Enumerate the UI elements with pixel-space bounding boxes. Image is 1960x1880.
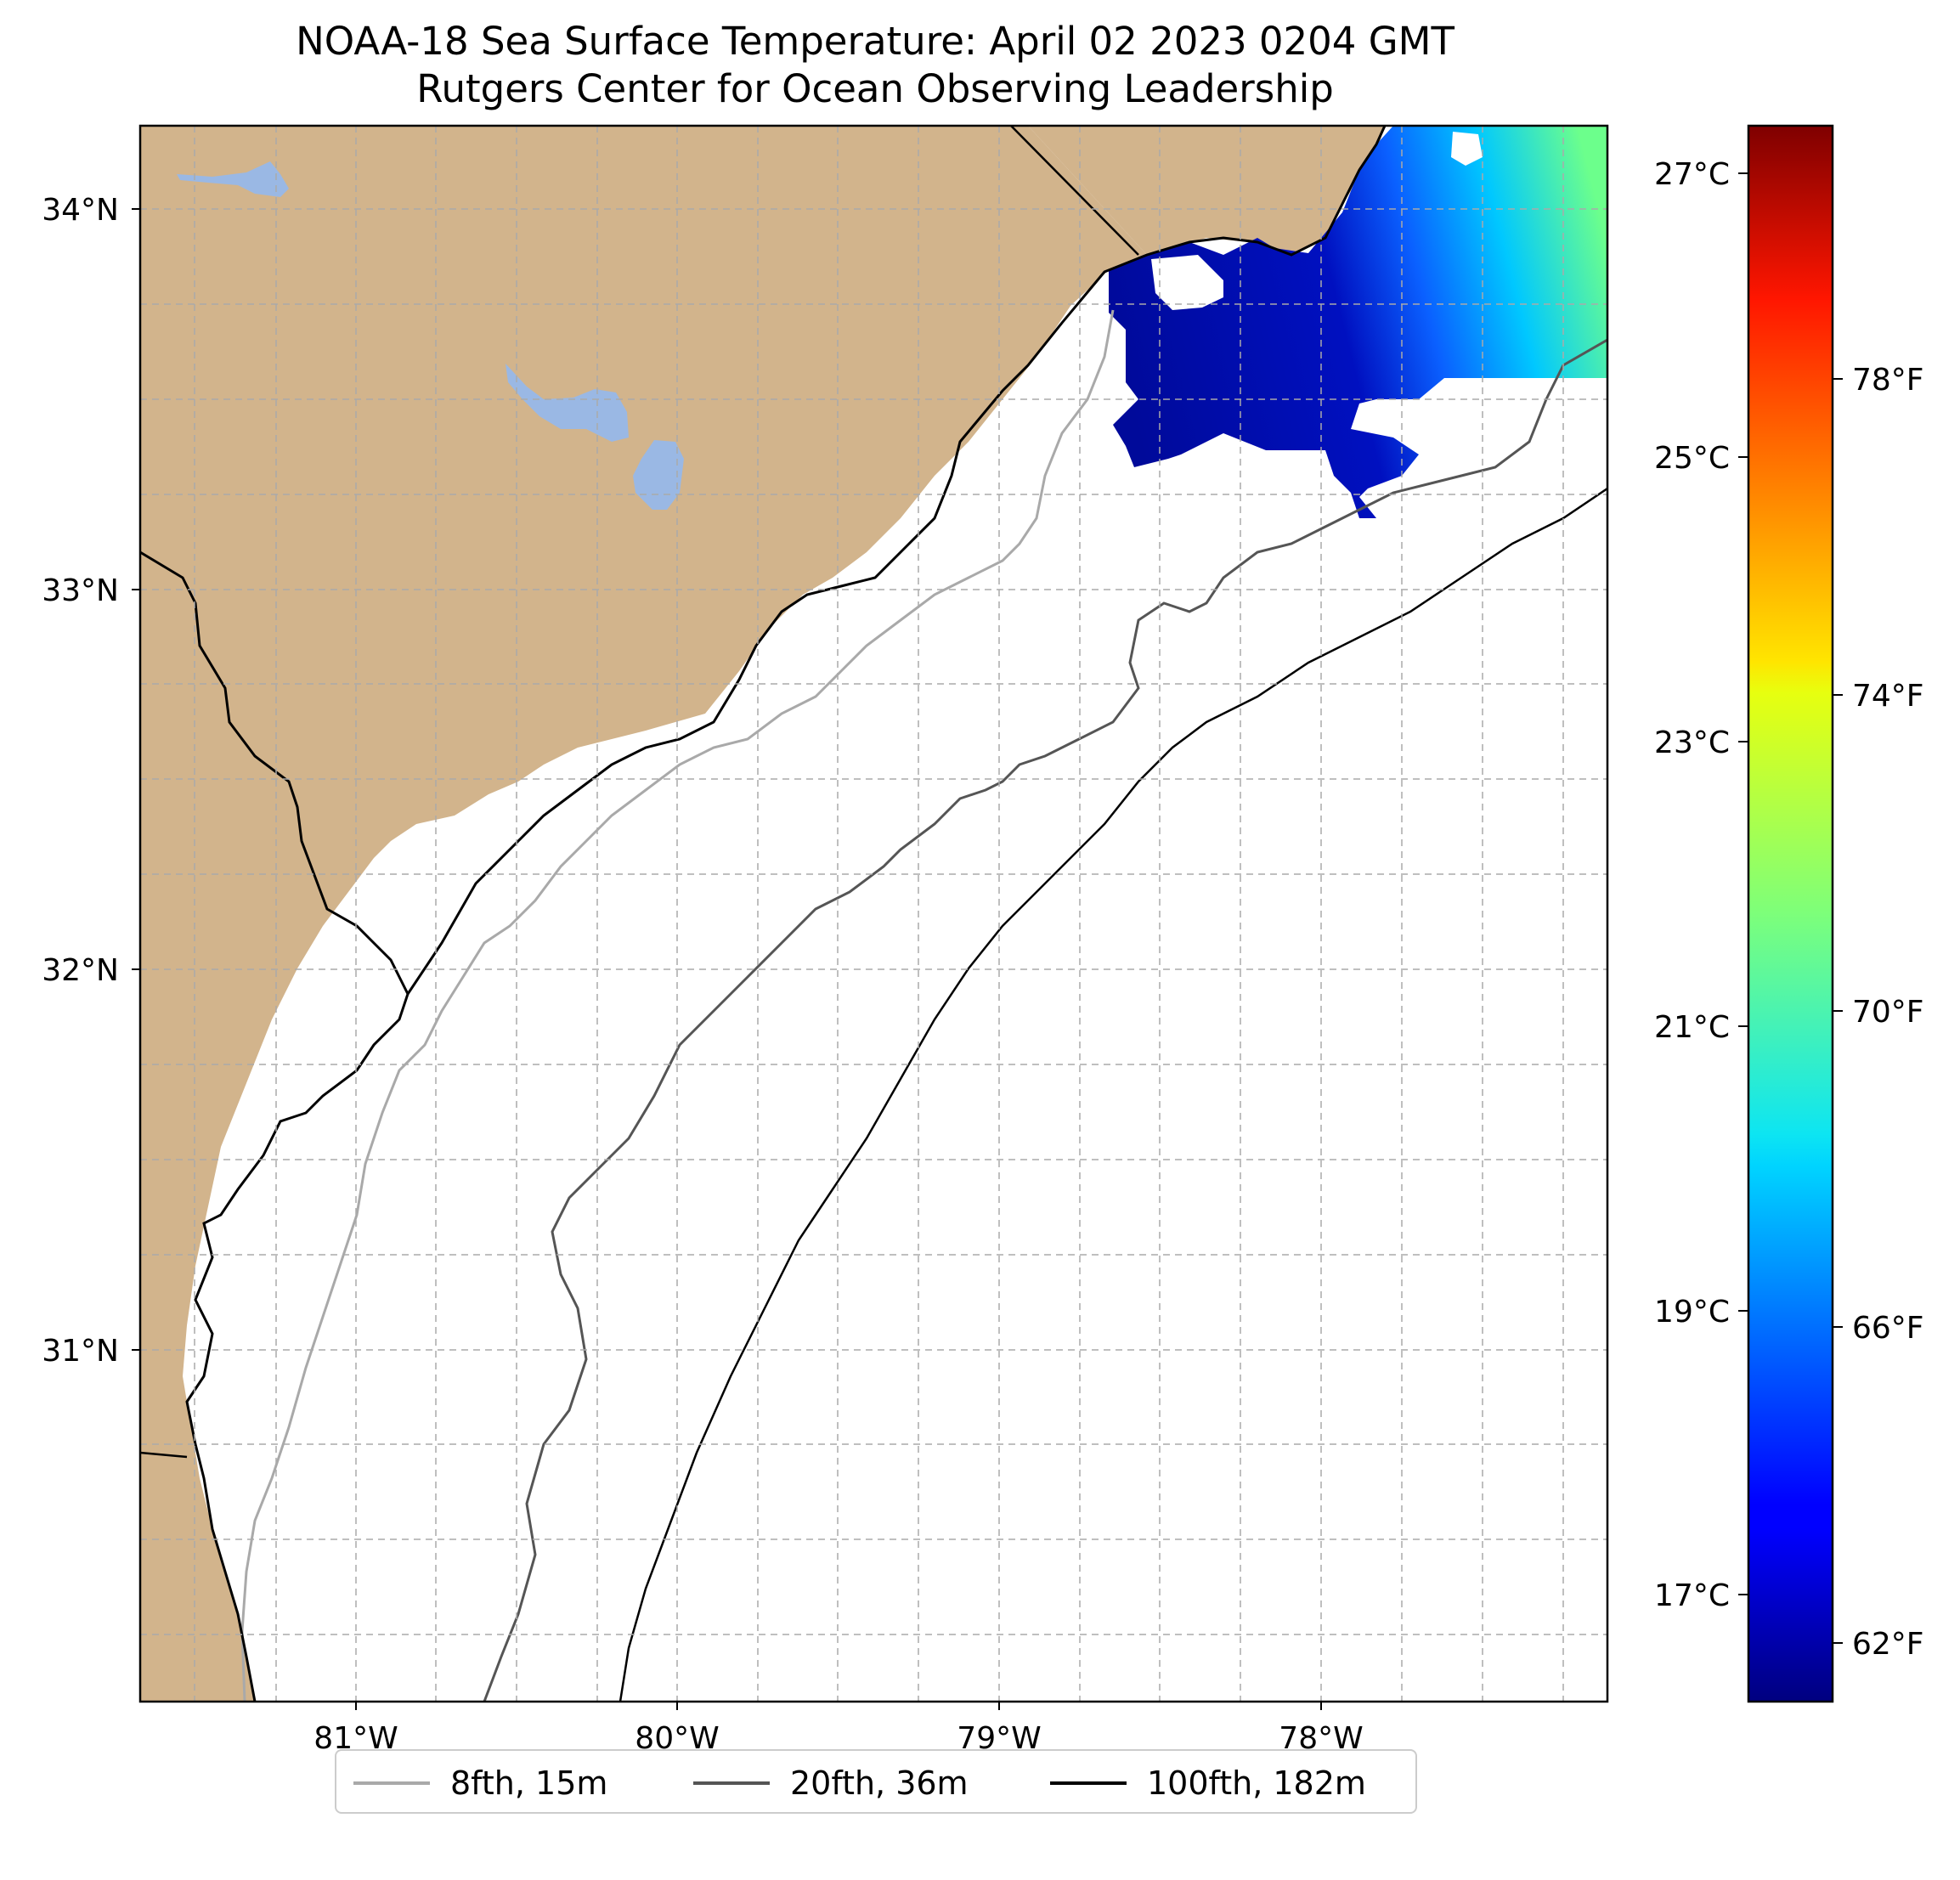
- chart-subtitle: Rutgers Center for Ocean Observing Leade…: [136, 68, 1614, 110]
- fahrenheit-tick-label: 74°F: [1852, 679, 1924, 714]
- legend-item-8fth: 8fth, 15m: [353, 1751, 607, 1815]
- state-border-west: [140, 1451, 188, 1459]
- lon-axis: [355, 1702, 1322, 1710]
- legend-swatch: [353, 1781, 430, 1785]
- contour-100fth: [619, 487, 1607, 1702]
- celsius-tick-label: 21°C: [1654, 1010, 1730, 1045]
- title-line-2: Rutgers Center for Ocean Observing Leade…: [416, 66, 1334, 111]
- celsius-tick-label: 19°C: [1654, 1295, 1730, 1330]
- coastline-north: [406, 126, 1387, 995]
- legend-swatch: [1050, 1781, 1127, 1785]
- legend-label: 8fth, 15m: [450, 1764, 608, 1802]
- celsius-tick-label: 23°C: [1654, 725, 1730, 760]
- lat-label: 33°N: [42, 573, 119, 608]
- contour-8fth: [240, 309, 1115, 1702]
- celsius-ticks: [1738, 172, 1748, 1595]
- colorbar: 27°C 25°C 23°C 21°C 19°C 17°C 78°F 74°F …: [1654, 124, 1924, 1703]
- fahrenheit-ticks: [1833, 378, 1843, 1644]
- land: [140, 126, 1147, 1702]
- map-frame: [138, 124, 1609, 1703]
- legend-swatch: [693, 1781, 770, 1785]
- title-line-1: NOAA-18 Sea Surface Temperature: April 0…: [296, 19, 1454, 64]
- celsius-tick-label: 27°C: [1654, 157, 1730, 192]
- celsius-tick-label: 25°C: [1654, 441, 1730, 476]
- lake-2: [506, 364, 629, 442]
- legend-item-100fth: 100fth, 182m: [1050, 1751, 1366, 1815]
- legend-label: 100fth, 182m: [1147, 1764, 1366, 1802]
- fahrenheit-tick-label: 78°F: [1852, 363, 1924, 398]
- gridlines: [140, 126, 1607, 1702]
- lat-label: 34°N: [42, 193, 119, 228]
- fahrenheit-tick-label: 66°F: [1852, 1311, 1924, 1346]
- land-northeast: [1028, 126, 1385, 255]
- fahrenheit-tick-label: 62°F: [1852, 1627, 1924, 1662]
- map-panel: 34°N 33°N 32°N 31°N 81°W 80°W 79°W 78°W: [42, 124, 1609, 1756]
- chart-title: NOAA-18 Sea Surface Temperature: April 0…: [136, 20, 1614, 63]
- fahrenheit-tick-label: 70°F: [1852, 995, 1924, 1030]
- sst-gap: [1151, 255, 1223, 310]
- legend-label: 20fth, 36m: [790, 1764, 969, 1802]
- lat-label: 32°N: [42, 953, 119, 988]
- legend-item-20fth: 20fth, 36m: [693, 1751, 969, 1815]
- colorbar-gradient: [1747, 124, 1834, 1703]
- contour-20fth: [483, 338, 1607, 1702]
- coastline: [140, 550, 410, 1702]
- state-border: [1010, 126, 1139, 256]
- lat-label: 31°N: [42, 1334, 119, 1369]
- celsius-tick-label: 17°C: [1654, 1578, 1730, 1613]
- lake-1: [177, 161, 289, 197]
- legend: 8fth, 15m 20fth, 36m 100fth, 182m: [335, 1749, 1417, 1814]
- lat-axis: [132, 208, 140, 1351]
- sst-gap-2: [1451, 132, 1483, 166]
- lake-3: [633, 440, 684, 510]
